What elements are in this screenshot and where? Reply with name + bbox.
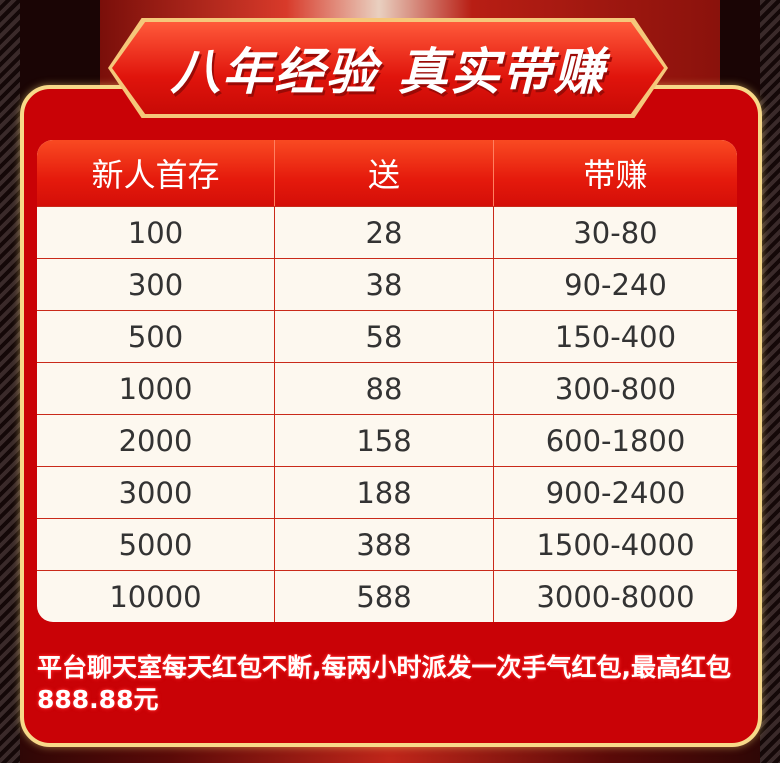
cell-bonus: 158 [275, 415, 494, 466]
cell-earn: 30-80 [573, 215, 658, 250]
cell-bonus: 38 [275, 259, 494, 310]
cell-earn: 90-240 [564, 267, 667, 302]
cell-deposit: 1000 [37, 363, 275, 414]
header-earn: 带赚 [583, 156, 648, 194]
cell-bonus: 58 [275, 311, 494, 362]
table-row: 100 28 30-80 [37, 206, 737, 258]
cell-bonus: 28 [275, 207, 494, 258]
banner-title: 八年经验 真实带赚 [170, 43, 606, 101]
cell-deposit: 300 [37, 259, 275, 310]
table-row: 10000 588 3000-8000 [37, 570, 737, 622]
cell-deposit: 3000 [37, 467, 275, 518]
cell-deposit: 100 [37, 207, 275, 258]
table-row: 3000 188 900-2400 [37, 466, 737, 518]
table-header: 新人首存 送 带赚 [37, 140, 737, 206]
header-bonus: 送 [275, 140, 494, 206]
table-row: 2000 158 600-1800 [37, 414, 737, 466]
header-deposit: 新人首存 [37, 140, 275, 206]
cell-earn: 3000-8000 [536, 579, 695, 614]
footer-note: 平台聊天室每天红包不断,每两小时派发一次手气红包,最高红包888.88元 [37, 653, 731, 714]
table-row: 5000 388 1500-4000 [37, 518, 737, 570]
table-row: 1000 88 300-800 [37, 362, 737, 414]
cell-bonus: 388 [275, 519, 494, 570]
background-stripe-left [0, 0, 20, 763]
cell-earn: 600-1800 [545, 423, 686, 458]
cell-bonus: 88 [275, 363, 494, 414]
cell-bonus: 188 [275, 467, 494, 518]
cell-earn: 150-400 [554, 319, 677, 354]
cell-deposit: 10000 [37, 571, 275, 622]
cell-earn: 300-800 [554, 371, 677, 406]
title-banner: 八年经验 真实带赚 [112, 22, 664, 114]
cell-bonus: 588 [275, 571, 494, 622]
table-row: 500 58 150-400 [37, 310, 737, 362]
cell-deposit: 5000 [37, 519, 275, 570]
bonus-table: 新人首存 送 带赚 100 28 30-80 300 38 90-240 500 58 150-… [37, 140, 737, 622]
cell-deposit: 2000 [37, 415, 275, 466]
cell-deposit: 500 [37, 311, 275, 362]
table-row: 300 38 90-240 [37, 258, 737, 310]
background-stripe-right [760, 0, 780, 763]
cell-earn: 900-2400 [545, 475, 686, 510]
cell-earn: 1500-4000 [536, 527, 695, 562]
